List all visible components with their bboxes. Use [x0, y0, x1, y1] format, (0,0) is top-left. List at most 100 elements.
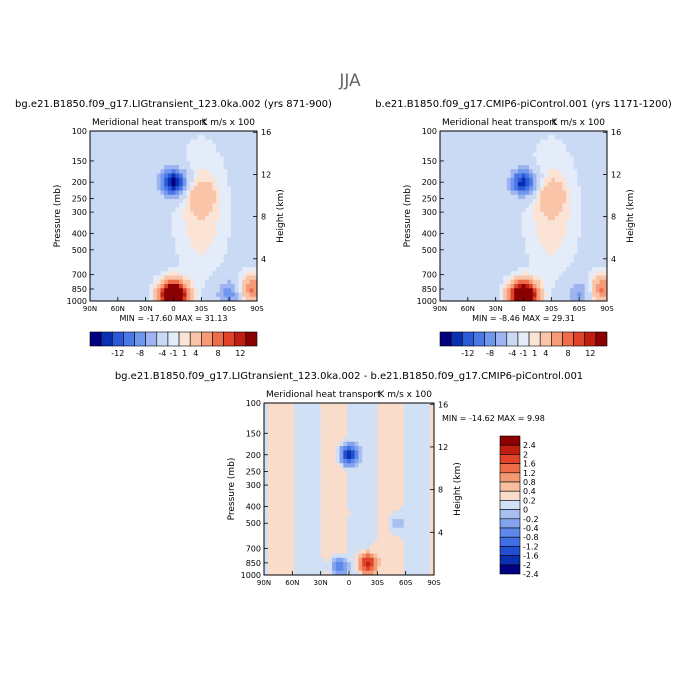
field-cell	[540, 173, 545, 179]
field-cell	[115, 250, 121, 255]
field-cell	[242, 190, 247, 196]
field-cell	[573, 241, 578, 247]
field-cell	[130, 241, 136, 247]
field-cell	[328, 415, 333, 421]
field-cell	[264, 450, 269, 456]
field-cell	[362, 510, 367, 516]
field-cell	[130, 220, 136, 225]
field-cell	[190, 216, 195, 221]
field-cell	[588, 186, 593, 191]
field-cell	[190, 194, 195, 200]
field-cell	[108, 156, 113, 162]
field-cell	[108, 267, 113, 272]
field-cell	[190, 169, 195, 174]
field-cell	[130, 284, 136, 289]
field-cell	[223, 275, 228, 281]
field-cell	[227, 262, 232, 268]
field-cell	[373, 450, 378, 456]
field-cell	[499, 131, 504, 136]
field-cell	[309, 519, 314, 524]
field-cell	[190, 288, 195, 293]
field-cell	[603, 254, 608, 259]
field-cell	[134, 250, 139, 255]
field-cell	[477, 135, 482, 140]
field-cell	[517, 160, 523, 166]
field-cell	[529, 160, 534, 166]
field-cell	[366, 463, 371, 468]
field-cell	[543, 241, 549, 247]
field-cell	[182, 139, 187, 145]
field-cell	[149, 296, 154, 302]
field-cell	[354, 544, 359, 550]
field-cell	[488, 224, 493, 230]
field-cell	[286, 467, 291, 473]
field-cell	[469, 143, 474, 149]
field-cell	[101, 186, 106, 191]
field-cell	[197, 139, 202, 145]
field-cell	[316, 527, 322, 533]
field-cell	[599, 241, 604, 247]
field-cell	[186, 165, 191, 170]
field-cell	[115, 292, 121, 298]
field-cell	[332, 415, 337, 421]
field-cell	[271, 463, 276, 468]
field-cell	[517, 148, 523, 153]
field-cell	[373, 411, 378, 417]
field-cell	[551, 152, 556, 157]
field-cell	[517, 224, 523, 230]
field-cell	[231, 250, 236, 255]
field-cell	[286, 553, 291, 559]
field-cell	[242, 258, 247, 264]
field-cell	[101, 228, 106, 234]
field-cell	[145, 173, 150, 179]
field-cell	[569, 194, 575, 200]
field-cell	[484, 135, 489, 140]
field-cell	[558, 284, 563, 289]
field-cell	[245, 211, 251, 217]
field-cell	[491, 258, 497, 264]
field-cell	[592, 131, 597, 136]
field-cell	[603, 245, 608, 251]
field-cell	[97, 216, 102, 221]
field-cell	[328, 467, 333, 473]
field-cell	[540, 220, 545, 225]
field-cell	[581, 250, 586, 255]
field-cell	[540, 228, 545, 234]
field-cell	[443, 186, 448, 191]
field-cell	[347, 549, 352, 554]
field-cell	[167, 199, 173, 204]
field-cell	[577, 148, 582, 153]
field-cell	[451, 228, 456, 234]
field-cell	[603, 275, 608, 281]
field-cell	[451, 241, 456, 247]
field-cell	[473, 284, 478, 289]
field-cell	[462, 135, 467, 140]
field-cell	[377, 480, 382, 486]
field-cell	[347, 489, 352, 494]
field-cell	[190, 156, 195, 162]
field-cell	[175, 211, 180, 217]
field-cell	[543, 245, 549, 251]
field-cell	[521, 224, 526, 230]
field-cell	[231, 177, 236, 183]
field-cell	[264, 523, 269, 529]
field-cell	[201, 186, 206, 191]
field-cell	[234, 173, 239, 179]
field-cell	[160, 165, 165, 170]
field-cell	[138, 254, 143, 259]
field-cell	[231, 233, 236, 238]
field-cell	[599, 275, 604, 281]
field-cell	[301, 407, 307, 413]
field-cell	[271, 428, 276, 434]
field-cell	[366, 506, 371, 511]
field-cell	[566, 245, 571, 251]
field-cell	[377, 403, 382, 408]
field-cell	[366, 540, 371, 546]
field-cell	[160, 275, 165, 281]
field-cell	[190, 160, 195, 166]
field-cell	[108, 271, 113, 276]
field-cell	[525, 152, 530, 157]
field-cell	[223, 271, 228, 276]
field-cell	[347, 437, 352, 443]
field-cell	[175, 275, 180, 281]
